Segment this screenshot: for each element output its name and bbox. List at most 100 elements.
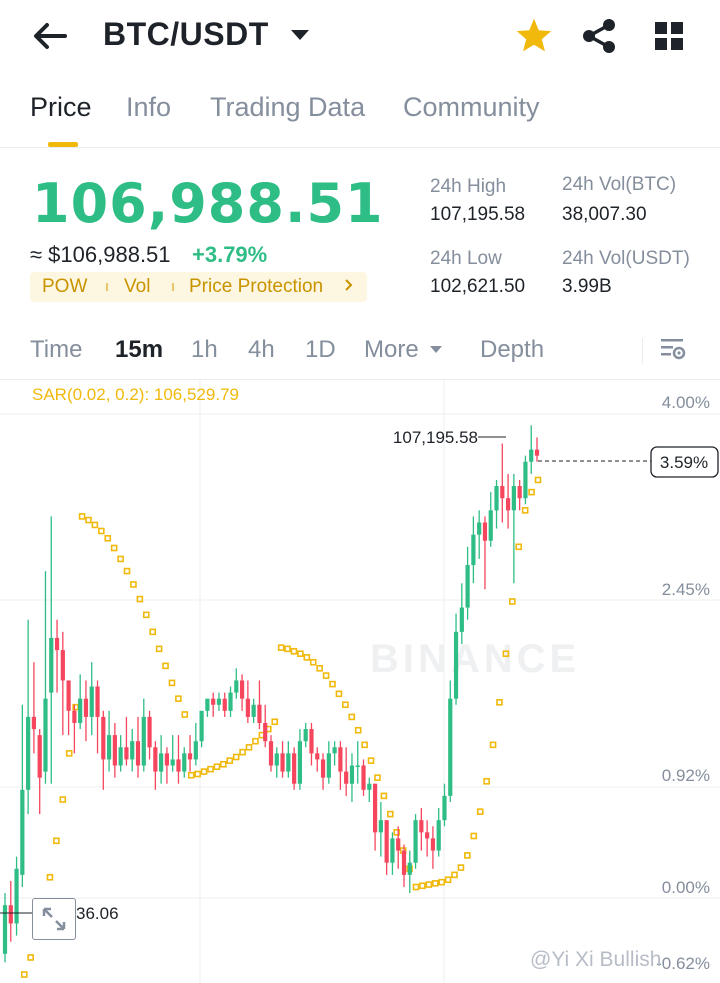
candle-body — [511, 486, 516, 511]
sar-dot — [104, 534, 112, 542]
candle-body — [112, 735, 117, 766]
stat-low-label: 24h Low — [430, 248, 502, 269]
candle-body — [182, 753, 187, 772]
back-arrow-icon[interactable] — [30, 18, 70, 54]
candle-body — [49, 637, 54, 693]
sar-dot — [277, 644, 285, 651]
sar-dot — [476, 808, 484, 815]
tab-community[interactable]: Community — [403, 92, 540, 122]
sar-dot — [534, 476, 542, 484]
candle-body — [170, 759, 175, 766]
sar-dot — [444, 876, 452, 884]
candle-body — [222, 698, 227, 711]
sar-dot — [329, 680, 336, 688]
sar-dot — [528, 488, 535, 496]
current-percent-label: 3.59% — [660, 453, 708, 472]
tag-pow[interactable]: POW — [42, 276, 88, 297]
pair-title[interactable]: BTC/USDT — [103, 16, 269, 52]
candle-body — [199, 710, 204, 742]
sar-dot — [65, 750, 73, 757]
candle-body — [390, 838, 395, 863]
candle-body — [529, 449, 534, 462]
candle-body — [268, 741, 274, 766]
candle-body — [280, 753, 285, 772]
sar-dot — [509, 598, 516, 605]
candle-body — [66, 680, 71, 711]
timeframe-15m[interactable]: 15m — [115, 336, 164, 363]
chevron-right-icon[interactable] — [344, 275, 354, 301]
expand-chart-icon[interactable] — [32, 898, 76, 940]
candle-body — [164, 753, 170, 766]
tab-trading-data[interactable]: Trading Data — [210, 92, 366, 122]
candle-body — [453, 631, 459, 699]
sar-dot — [521, 507, 529, 514]
sar-dot — [123, 567, 131, 575]
candle-body — [419, 820, 424, 833]
sar-dot — [245, 743, 253, 751]
sar-dot — [155, 645, 163, 653]
tag-vol[interactable]: Vol — [124, 276, 151, 297]
sar-dot — [175, 695, 182, 702]
active-tab-indicator — [48, 142, 78, 147]
candle-body — [286, 753, 291, 772]
candle-body — [193, 741, 198, 760]
tag-price-protection[interactable]: Price Protection — [189, 276, 324, 297]
sar-dot — [98, 527, 105, 535]
sar-dot — [78, 513, 86, 520]
tab-price[interactable]: Price — [30, 92, 92, 122]
candle-body — [430, 838, 436, 851]
candle-body — [344, 771, 349, 784]
candle-body — [228, 692, 233, 711]
candle-body — [471, 534, 476, 566]
timeframe-time[interactable]: Time — [30, 336, 83, 363]
chart-settings-icon[interactable] — [660, 336, 686, 367]
sar-dot — [110, 544, 118, 552]
candle-body — [448, 698, 453, 796]
sar-dot — [53, 837, 60, 845]
sar-dot — [380, 792, 388, 800]
star-icon[interactable] — [515, 17, 553, 58]
sar-indicator-label: SAR(0.02, 0.2): 106,529.79 — [32, 385, 239, 404]
candle-body — [320, 759, 326, 778]
candle-body — [43, 698, 48, 772]
candle-body — [500, 486, 505, 499]
timeframe-depth[interactable]: Depth — [480, 336, 545, 363]
candle-body — [211, 698, 216, 705]
sar-dot — [271, 718, 279, 726]
timeframe-4h[interactable]: 4h — [248, 336, 275, 363]
timeframe-1h[interactable]: 1h — [191, 336, 218, 363]
candle-body — [505, 498, 511, 511]
tag-separator — [172, 283, 174, 291]
candle-body — [459, 607, 464, 632]
candlestick-chart[interactable]: BINANCE 4.00% 2.45% 0.92% 0.00% -0.62% 107,19… — [0, 380, 720, 983]
candle-body — [361, 765, 366, 790]
sar-dot — [85, 516, 92, 524]
timeframe-more[interactable]: More — [364, 336, 443, 364]
candle-body — [367, 783, 372, 790]
sar-dot — [309, 658, 317, 666]
candle-body — [349, 765, 355, 784]
sar-dot — [431, 880, 439, 887]
sar-dot — [220, 760, 227, 768]
candle-body — [251, 704, 256, 717]
timeframe-1d[interactable]: 1D — [305, 336, 336, 363]
sar-dot — [412, 883, 420, 891]
candle-body — [95, 686, 100, 717]
sar-dot — [496, 699, 503, 706]
high-price-marker: 107,195.58 — [393, 428, 478, 447]
sar-dot — [515, 543, 523, 551]
candle-body — [338, 747, 343, 772]
candle-body — [396, 838, 401, 851]
tag-row[interactable]: POW Vol Price Protection — [30, 272, 367, 302]
candle-body — [216, 698, 222, 705]
candle-body — [477, 522, 482, 535]
candle-body — [147, 716, 152, 748]
grid-icon[interactable] — [655, 22, 683, 55]
share-icon[interactable] — [582, 18, 616, 59]
tab-info[interactable]: Info — [126, 92, 172, 122]
sar-dot — [200, 768, 208, 775]
candle-body — [384, 820, 389, 863]
sar-dot — [46, 873, 54, 881]
tag-separator — [106, 283, 108, 291]
caret-down-icon[interactable] — [290, 28, 310, 46]
